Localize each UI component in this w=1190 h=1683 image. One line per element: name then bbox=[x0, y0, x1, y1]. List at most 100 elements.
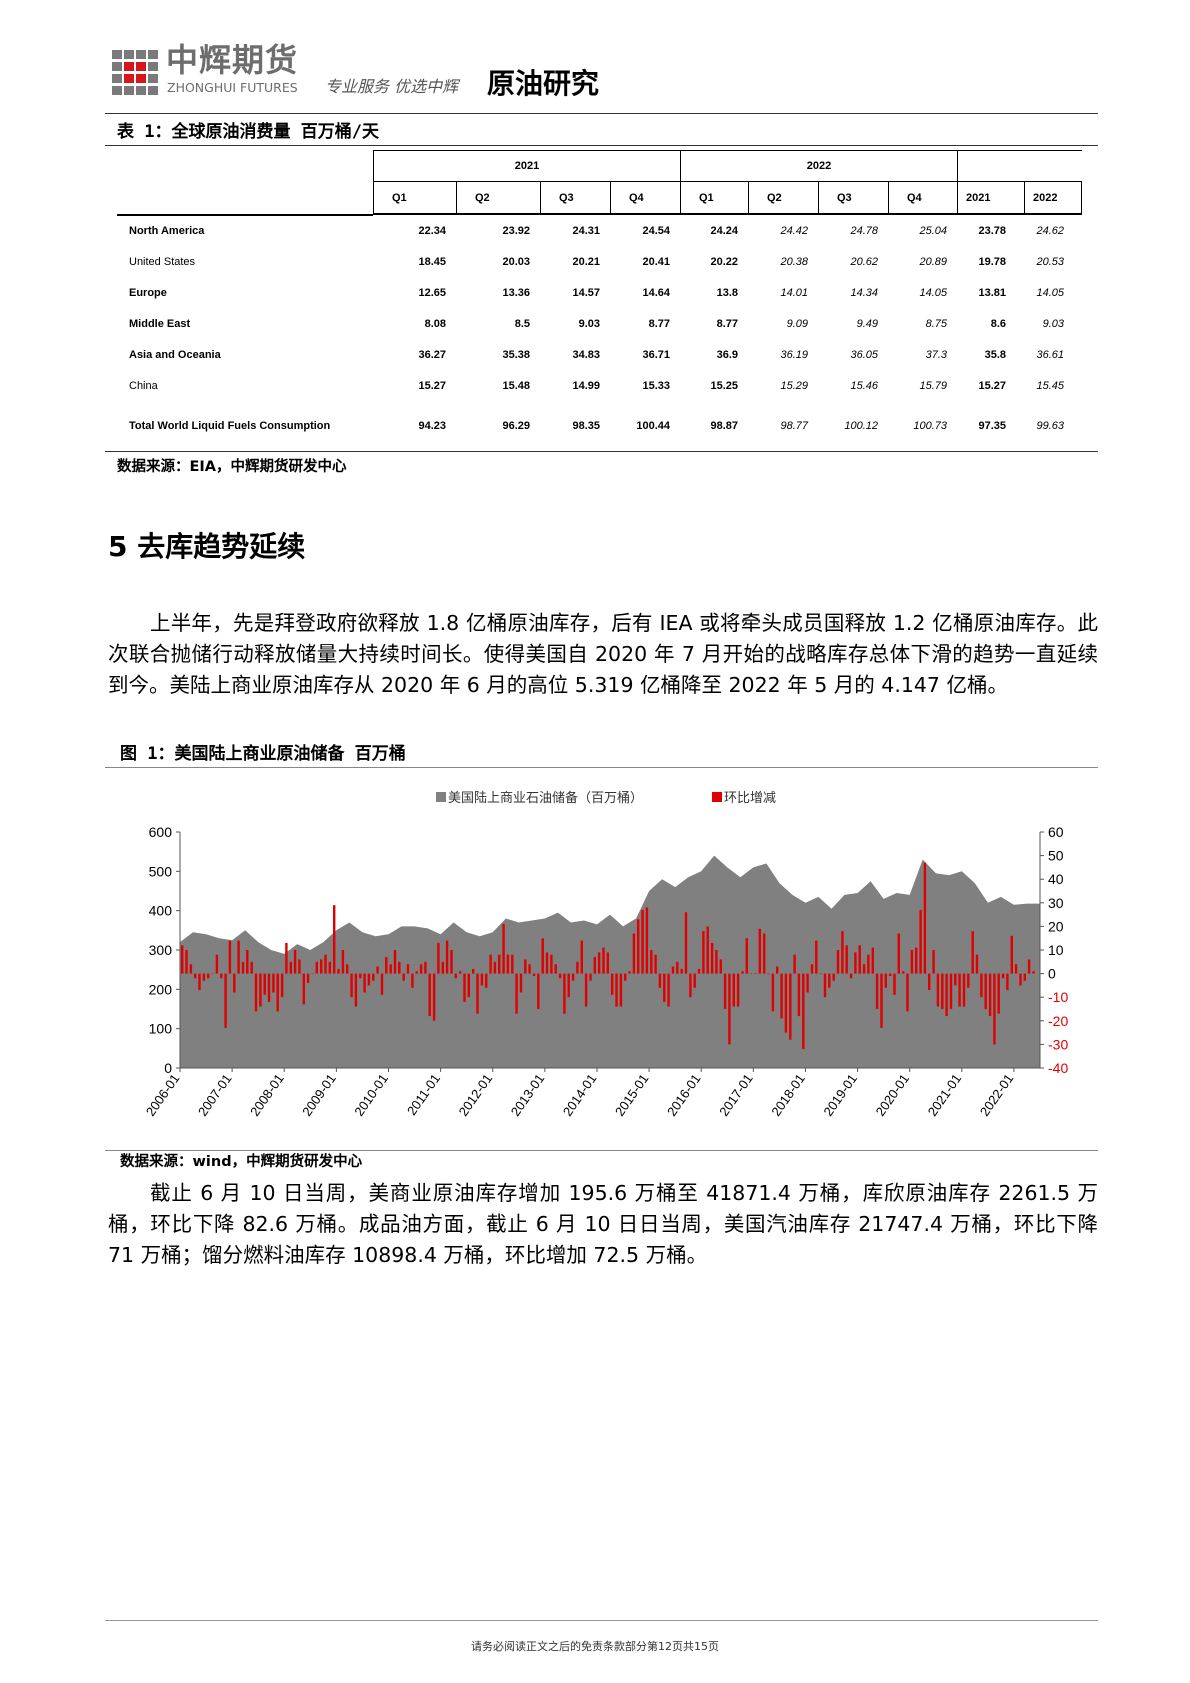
change-bar bbox=[832, 973, 835, 981]
change-bar bbox=[715, 950, 718, 974]
x-tick-label: 2009-01 bbox=[299, 1071, 339, 1119]
change-bar bbox=[819, 973, 822, 975]
x-tick-label: 2010-01 bbox=[351, 1071, 391, 1119]
header-underline bbox=[117, 214, 373, 216]
change-bar bbox=[550, 954, 553, 974]
table-cell: 14.05 bbox=[919, 287, 947, 299]
change-bar bbox=[515, 973, 518, 1014]
right-tick-label: 50 bbox=[1048, 848, 1064, 864]
table-cell: 14.05 bbox=[1036, 287, 1064, 299]
change-bar bbox=[454, 973, 457, 979]
change-bar bbox=[988, 973, 992, 1017]
right-tick-label: -10 bbox=[1048, 989, 1068, 1005]
change-bar bbox=[367, 973, 371, 986]
change-bar bbox=[902, 971, 905, 974]
change-bar bbox=[320, 959, 323, 974]
change-bar bbox=[1014, 964, 1018, 974]
header-left-border bbox=[373, 150, 374, 215]
change-bar bbox=[854, 952, 857, 974]
change-bar bbox=[563, 973, 566, 1014]
table-cell: 13.8 bbox=[716, 287, 738, 299]
change-bar bbox=[372, 973, 375, 981]
change-bar bbox=[480, 973, 484, 986]
table-cell: 20.53 bbox=[1036, 256, 1064, 268]
change-bar bbox=[949, 973, 953, 1009]
change-bar bbox=[689, 973, 692, 998]
table-cell: 20.38 bbox=[780, 256, 808, 268]
change-bar bbox=[658, 973, 662, 988]
left-tick-label: 400 bbox=[149, 903, 173, 919]
table-cell: 22.34 bbox=[418, 225, 446, 237]
change-bar bbox=[1027, 959, 1031, 974]
change-bar bbox=[411, 973, 414, 988]
table-cell: 100.44 bbox=[636, 420, 670, 432]
change-bar bbox=[324, 954, 327, 974]
table-cell: 23.78 bbox=[978, 225, 1006, 237]
change-bar bbox=[789, 973, 792, 1040]
table-cell: 14.34 bbox=[850, 287, 878, 299]
change-bar bbox=[915, 947, 918, 974]
table-cell: 24.42 bbox=[780, 225, 808, 237]
change-bar bbox=[476, 973, 479, 1014]
change-bar bbox=[754, 973, 757, 975]
legend-label-stock: 美国陆上商业石油储备（百万桶） bbox=[448, 790, 643, 806]
table-cell: 13.36 bbox=[502, 287, 530, 299]
table-cell: 98.87 bbox=[710, 420, 738, 432]
change-bar bbox=[211, 973, 214, 975]
column-header: Q3 bbox=[818, 181, 888, 215]
change-bar bbox=[558, 973, 562, 979]
table-cell: 96.29 bbox=[502, 420, 530, 432]
change-bar bbox=[532, 973, 536, 976]
change-bar bbox=[511, 954, 514, 974]
change-bar bbox=[489, 954, 492, 974]
change-bar bbox=[528, 964, 531, 974]
table-cell: 24.54 bbox=[642, 225, 670, 237]
change-bar bbox=[862, 964, 866, 974]
table-cell: 8.5 bbox=[514, 318, 530, 330]
table-cell: 99.63 bbox=[1036, 420, 1064, 432]
change-bar bbox=[237, 940, 240, 974]
table-cell: 20.62 bbox=[850, 256, 878, 268]
change-bar bbox=[246, 950, 249, 974]
table-cell: 36.61 bbox=[1036, 349, 1064, 361]
change-bar bbox=[250, 961, 253, 974]
change-bar bbox=[680, 968, 683, 974]
change-bar bbox=[958, 973, 961, 1007]
change-bar bbox=[597, 952, 601, 974]
change-bar bbox=[728, 973, 731, 1045]
change-bar bbox=[884, 973, 887, 988]
change-bar bbox=[615, 973, 618, 1007]
column-header: Q3 bbox=[540, 181, 610, 215]
header-divider bbox=[105, 113, 1098, 114]
left-tick-label: 600 bbox=[149, 824, 173, 840]
table-cell: 36.71 bbox=[642, 349, 670, 361]
change-bar bbox=[589, 973, 592, 981]
table-cell: 9.09 bbox=[786, 318, 808, 330]
change-bar bbox=[194, 973, 197, 979]
right-tick-label: 60 bbox=[1048, 824, 1064, 840]
table-cell: 23.92 bbox=[502, 225, 530, 237]
table-cell: 24.24 bbox=[710, 225, 738, 237]
change-bar bbox=[359, 973, 362, 979]
change-bar bbox=[736, 973, 740, 1007]
section-paragraph: 上半年，先是拜登政府欲释放 1.8 亿桶原油库存，后有 IEA 或将牵头成员国释… bbox=[108, 611, 1098, 697]
change-bar bbox=[845, 945, 848, 974]
table-cell: 14.57 bbox=[572, 287, 600, 299]
stock-area bbox=[180, 855, 1040, 1068]
table-cell: 25.04 bbox=[919, 225, 947, 237]
change-bar bbox=[306, 973, 310, 983]
change-bar bbox=[402, 973, 405, 981]
change-bar bbox=[836, 950, 840, 974]
change-bar bbox=[354, 973, 358, 1007]
change-bar bbox=[207, 973, 210, 979]
change-bar bbox=[932, 950, 935, 974]
change-bar bbox=[181, 945, 184, 974]
x-tick-label: 2007-01 bbox=[195, 1071, 235, 1119]
table-cell: 15.33 bbox=[642, 380, 670, 392]
change-bar bbox=[376, 966, 379, 974]
row-label: China bbox=[129, 380, 158, 392]
change-bar bbox=[875, 973, 879, 1009]
change-bar bbox=[984, 973, 987, 1009]
table-cell: 14.01 bbox=[780, 287, 808, 299]
table-cell: 100.12 bbox=[844, 420, 878, 432]
